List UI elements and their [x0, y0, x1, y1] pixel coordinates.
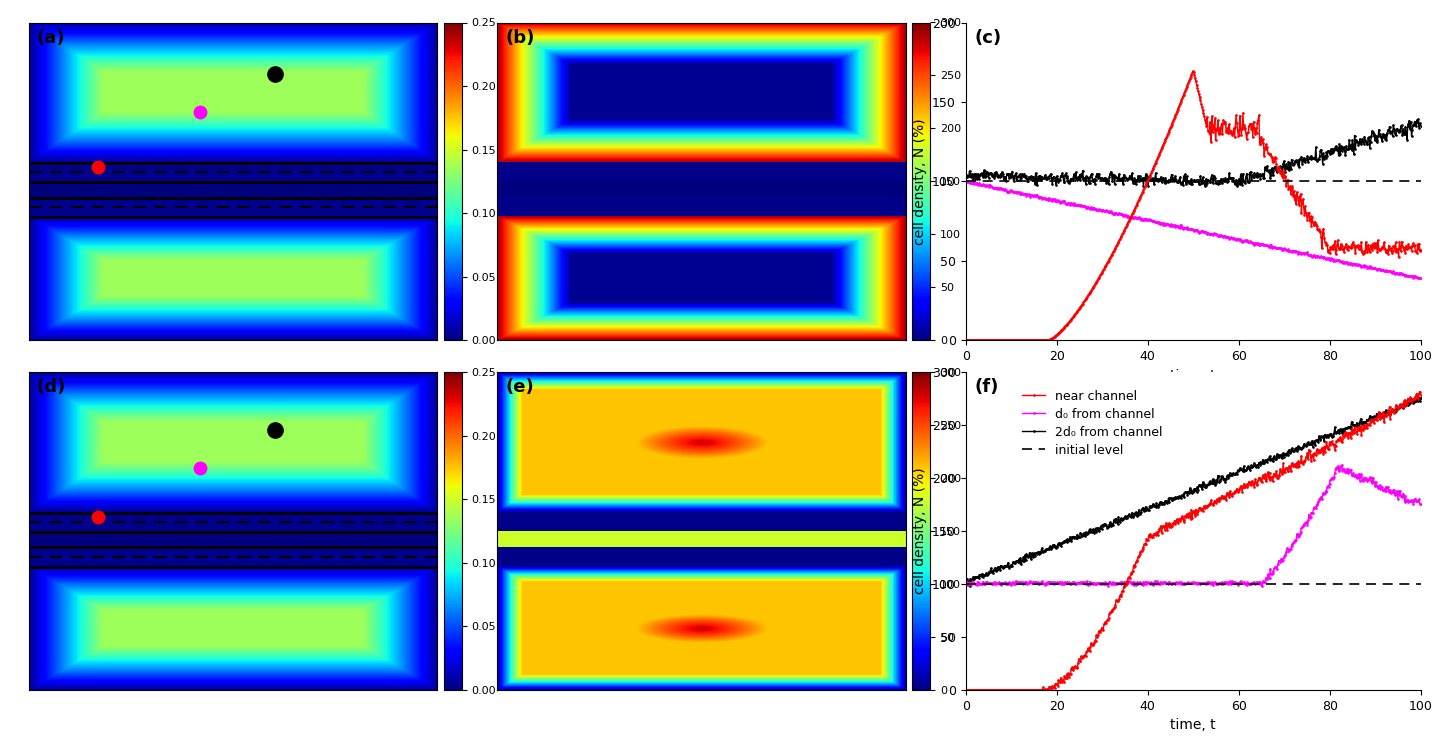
- near channel: [1164, 521, 1181, 530]
- d₀ from channel: [1253, 582, 1270, 591]
- Y-axis label: cell density, N (%): cell density, N (%): [913, 468, 927, 595]
- 2d₀ from channel: [1075, 530, 1092, 538]
- d₀ from channel: [1038, 578, 1055, 587]
- d₀ from channel: [957, 580, 974, 589]
- Line: near channel: near channel: [964, 390, 1422, 692]
- d₀ from channel: [1261, 565, 1279, 574]
- initial level: [957, 580, 974, 589]
- Legend: near channel, d₀ from channel, 2d₀ from channel, initial level: near channel, d₀ from channel, 2d₀ from …: [1017, 385, 1168, 462]
- 2d₀ from channel: [1300, 440, 1317, 448]
- near channel: [1039, 685, 1056, 694]
- d₀ from channel: [1412, 500, 1429, 508]
- d₀ from channel: [1333, 460, 1350, 470]
- initial level: [961, 580, 979, 589]
- near channel: [1300, 445, 1317, 454]
- d₀ from channel: [1162, 580, 1180, 589]
- near channel: [1412, 390, 1429, 399]
- 2d₀ from channel: [1412, 393, 1429, 402]
- Y-axis label: cell density, N (%): cell density, N (%): [913, 118, 927, 244]
- X-axis label: time, t: time, t: [1171, 369, 1215, 382]
- Text: (a): (a): [37, 28, 66, 46]
- 2d₀ from channel: [1039, 544, 1056, 554]
- d₀ from channel: [1073, 579, 1091, 588]
- near channel: [1075, 652, 1092, 661]
- near channel: [957, 686, 974, 694]
- 2d₀ from channel: [1225, 470, 1243, 479]
- 2d₀ from channel: [957, 575, 974, 584]
- near channel: [1411, 387, 1428, 396]
- d₀ from channel: [1300, 510, 1317, 519]
- X-axis label: time, t: time, t: [1171, 718, 1215, 732]
- Line: 2d₀ from channel: 2d₀ from channel: [964, 396, 1422, 586]
- d₀ from channel: [1225, 578, 1243, 587]
- near channel: [1225, 488, 1243, 496]
- Text: (f): (f): [974, 379, 999, 397]
- Text: (d): (d): [37, 379, 66, 397]
- 2d₀ from channel: [961, 581, 979, 590]
- 2d₀ from channel: [1261, 455, 1279, 464]
- Text: (c): (c): [974, 28, 1002, 46]
- near channel: [1035, 686, 1052, 694]
- 2d₀ from channel: [1164, 496, 1181, 505]
- Text: (b): (b): [505, 28, 535, 46]
- Line: d₀ from channel: d₀ from channel: [964, 464, 1422, 588]
- Text: (e): (e): [505, 379, 534, 397]
- 2d₀ from channel: [1409, 393, 1426, 402]
- near channel: [1261, 476, 1279, 484]
